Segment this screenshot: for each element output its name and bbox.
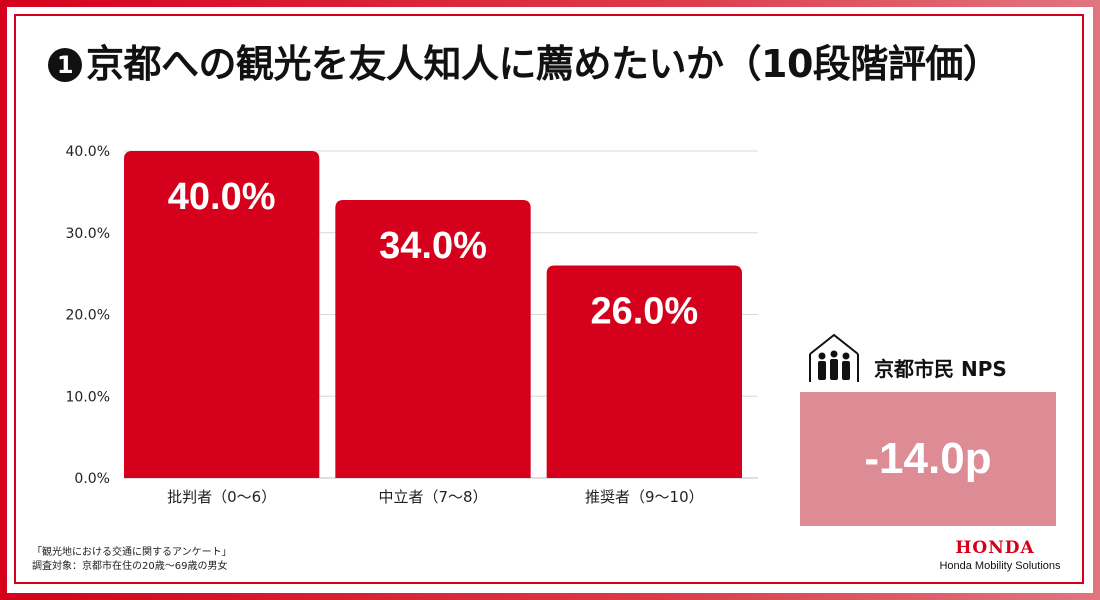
bar: [124, 151, 320, 478]
title-text: 京都への観光を友人知人に薦めたいか（10段階評価）: [86, 42, 1001, 86]
x-category-label: 推奨者（9〜10）: [585, 488, 704, 506]
y-tick-label: 20.0%: [66, 308, 110, 324]
bar: [335, 200, 531, 479]
chart-title: 1 京都への観光を友人知人に薦めたいか（10段階評価）: [48, 40, 1058, 88]
source-line-1: 「観光地における交通に関するアンケート」: [32, 547, 232, 558]
nps-header: 京都市民 NPS: [808, 332, 1068, 384]
bar-value-label: 40.0%: [168, 176, 276, 218]
nps-value-box: -14.0p: [800, 392, 1056, 526]
honda-logo: HONDA: [955, 538, 1035, 558]
bar: [546, 265, 742, 478]
nps-label: 京都市民 NPS: [874, 357, 1007, 381]
x-category-label: 批判者（0〜6）: [167, 488, 276, 506]
y-tick-label: 40.0%: [66, 144, 110, 160]
source-note: 「観光地における交通に関するアンケート」 調査対象：京都市在住の20歳〜69歳の…: [32, 546, 232, 574]
x-category-label: 中立者（7〜8）: [378, 488, 487, 506]
people-house-icon: [809, 333, 859, 382]
source-line-2: 調査対象：京都市在住の20歳〜69歳の男女: [32, 561, 228, 572]
inner-border: [14, 14, 1084, 584]
number-badge: 1: [48, 48, 82, 82]
bar-value-label: 26.0%: [590, 290, 698, 332]
y-tick-label: 0.0%: [74, 471, 110, 487]
y-tick-label: 30.0%: [66, 226, 110, 242]
nps-value: -14.0p: [864, 434, 992, 483]
honda-subtitle: Honda Mobility Solutions: [939, 560, 1061, 572]
y-tick-label: 10.0%: [66, 389, 110, 405]
bar-value-label: 34.0%: [379, 225, 487, 267]
